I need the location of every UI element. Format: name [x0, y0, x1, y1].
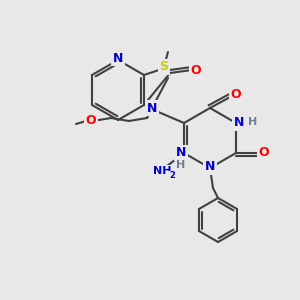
- Text: O: O: [259, 146, 269, 160]
- Text: O: O: [86, 115, 96, 128]
- Text: NH: NH: [153, 166, 171, 176]
- Text: S: S: [160, 61, 169, 74]
- Text: N: N: [113, 52, 123, 64]
- Text: H: H: [176, 160, 186, 170]
- Text: 2: 2: [169, 172, 175, 181]
- Text: H: H: [248, 117, 258, 127]
- Text: O: O: [191, 64, 201, 76]
- Text: N: N: [234, 116, 244, 130]
- Text: N: N: [147, 101, 157, 115]
- Text: N: N: [205, 160, 215, 173]
- Text: N: N: [176, 146, 186, 160]
- Text: O: O: [231, 88, 241, 101]
